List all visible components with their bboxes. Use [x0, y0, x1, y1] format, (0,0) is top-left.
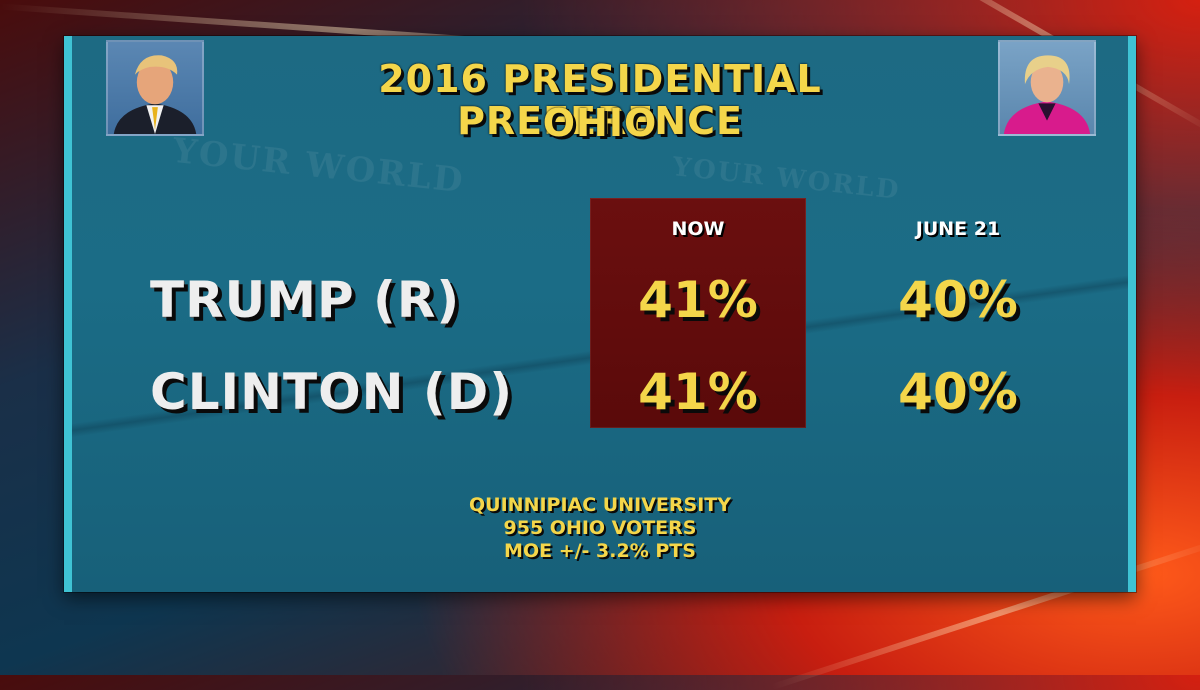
row-label-clinton: CLINTON (D) [150, 363, 514, 421]
value-trump-now: 41% [638, 271, 758, 329]
poll-graphic-panel: YOUR WORLD YOUR WORLD 2016 PRESIDENTIAL … [64, 36, 1136, 592]
value-clinton-june: 40% [898, 363, 1018, 421]
candidate-portrait-icon [113, 55, 197, 134]
column-header-now: NOW [671, 218, 725, 240]
source-line: 955 OHIO VOTERS [503, 517, 697, 539]
candidate-portrait-icon [1003, 55, 1091, 134]
value-clinton-now: 41% [638, 363, 758, 421]
source-line: MOE +/- 3.2% PTS [504, 540, 696, 562]
source-line: QUINNIPIAC UNIVERSITY [469, 494, 731, 516]
column-header-june: JUNE 21 [915, 218, 1001, 240]
clinton-photo [998, 40, 1096, 136]
graphic-subtitle: OHIO [542, 101, 658, 145]
graphic-title: 2016 PRESIDENTIAL PREFERENCE [378, 57, 822, 143]
trump-photo [106, 40, 204, 136]
now-column-highlight [590, 198, 806, 428]
poll-source: QUINNIPIAC UNIVERSITY 955 OHIO VOTERS MO… [272, 494, 928, 563]
value-trump-june: 40% [898, 271, 1018, 329]
row-label-trump: TRUMP (R) [150, 271, 461, 329]
